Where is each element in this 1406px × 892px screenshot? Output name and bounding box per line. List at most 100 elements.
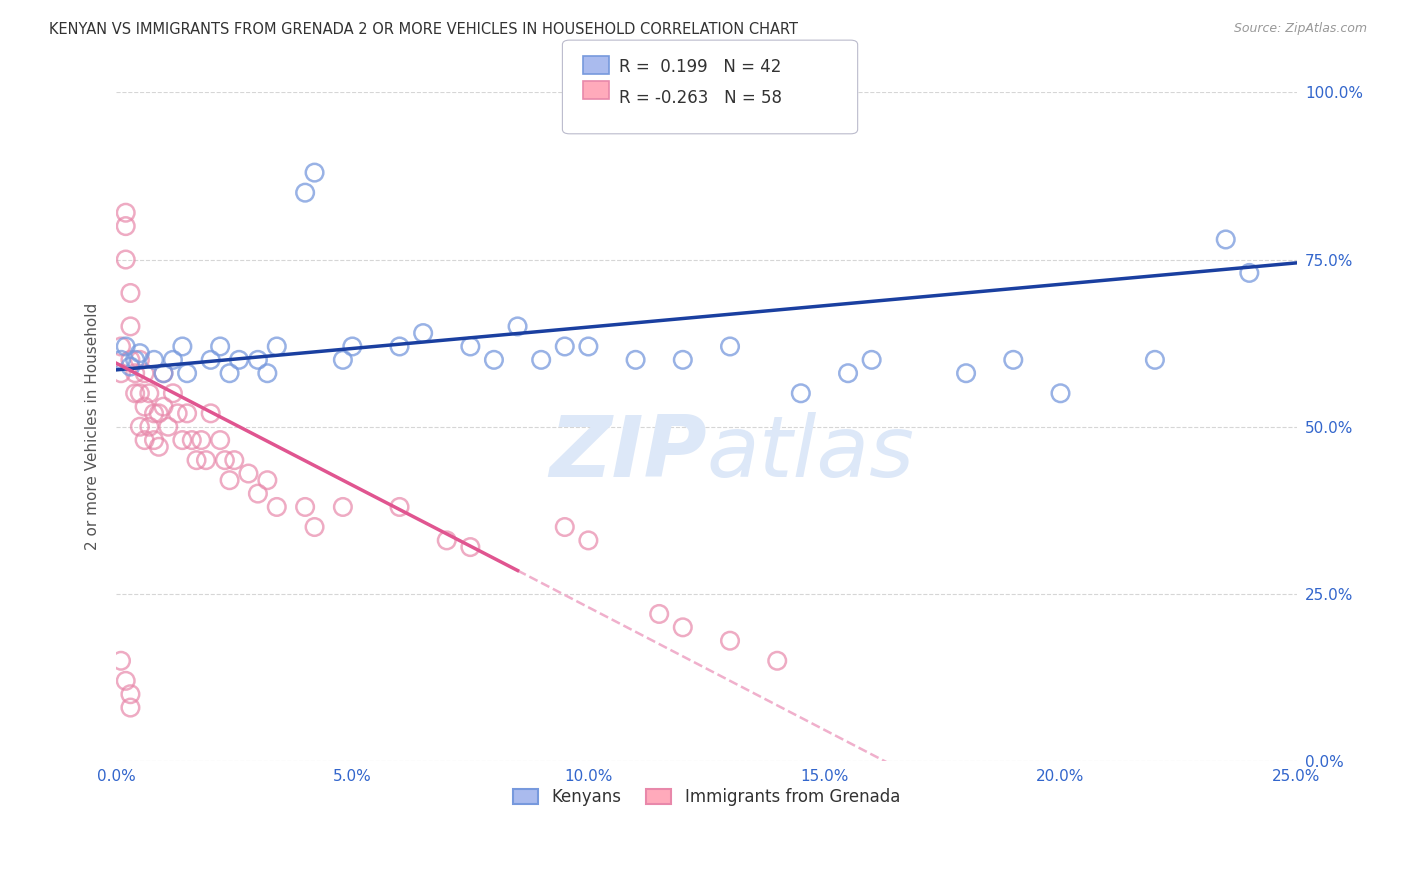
- Point: [186, 453, 208, 467]
- Text: R =  0.199   N = 42: R = 0.199 N = 42: [619, 58, 780, 76]
- Point: [460, 339, 482, 353]
- Point: [134, 366, 156, 380]
- Point: [482, 352, 505, 367]
- Point: [128, 386, 150, 401]
- Point: [342, 339, 364, 353]
- Point: [120, 700, 142, 714]
- Point: [143, 352, 166, 367]
- Point: [110, 654, 132, 668]
- Text: atlas: atlas: [706, 412, 914, 495]
- Point: [388, 500, 411, 514]
- Point: [790, 386, 813, 401]
- Point: [266, 339, 288, 353]
- Point: [218, 473, 240, 487]
- Point: [955, 366, 977, 380]
- Point: [1239, 266, 1261, 280]
- Point: [412, 326, 434, 340]
- Point: [120, 319, 142, 334]
- Point: [304, 166, 326, 180]
- Point: [1002, 352, 1025, 367]
- Point: [143, 433, 166, 447]
- Point: [238, 467, 260, 481]
- Point: [224, 453, 246, 467]
- Text: Source: ZipAtlas.com: Source: ZipAtlas.com: [1233, 22, 1367, 36]
- Point: [294, 186, 316, 200]
- Text: ZIP: ZIP: [548, 412, 706, 495]
- Point: [718, 339, 741, 353]
- Point: [134, 400, 156, 414]
- Point: [530, 352, 553, 367]
- Point: [256, 366, 278, 380]
- Point: [110, 352, 132, 367]
- Point: [1049, 386, 1071, 401]
- Point: [1143, 352, 1166, 367]
- Point: [209, 339, 232, 353]
- Point: [388, 339, 411, 353]
- Y-axis label: 2 or more Vehicles in Household: 2 or more Vehicles in Household: [86, 303, 100, 550]
- Point: [148, 440, 170, 454]
- Point: [190, 433, 212, 447]
- Point: [332, 352, 354, 367]
- Point: [114, 673, 136, 688]
- Point: [120, 285, 142, 300]
- Point: [124, 352, 146, 367]
- Point: [128, 346, 150, 360]
- Point: [143, 406, 166, 420]
- Point: [460, 540, 482, 554]
- Point: [200, 406, 222, 420]
- Point: [166, 406, 188, 420]
- Point: [120, 687, 142, 701]
- Point: [214, 453, 236, 467]
- Point: [110, 366, 132, 380]
- Point: [576, 339, 599, 353]
- Point: [157, 419, 180, 434]
- Point: [162, 386, 184, 401]
- Point: [554, 520, 576, 534]
- Point: [114, 252, 136, 267]
- Point: [294, 500, 316, 514]
- Point: [766, 654, 789, 668]
- Point: [304, 520, 326, 534]
- Point: [180, 433, 202, 447]
- Point: [114, 219, 136, 233]
- Point: [624, 352, 647, 367]
- Point: [134, 433, 156, 447]
- Point: [114, 205, 136, 219]
- Point: [672, 620, 695, 634]
- Point: [114, 339, 136, 353]
- Point: [172, 339, 194, 353]
- Point: [162, 352, 184, 367]
- Text: R = -0.263   N = 58: R = -0.263 N = 58: [619, 89, 782, 107]
- Point: [138, 419, 160, 434]
- Point: [506, 319, 529, 334]
- Point: [128, 419, 150, 434]
- Point: [209, 433, 232, 447]
- Point: [332, 500, 354, 514]
- Point: [124, 386, 146, 401]
- Point: [648, 607, 671, 621]
- Point: [266, 500, 288, 514]
- Point: [176, 406, 198, 420]
- Point: [152, 366, 174, 380]
- Point: [128, 352, 150, 367]
- Point: [860, 352, 883, 367]
- Point: [138, 386, 160, 401]
- Point: [124, 366, 146, 380]
- Point: [837, 366, 859, 380]
- Point: [1215, 232, 1237, 246]
- Point: [554, 339, 576, 353]
- Legend: Kenyans, Immigrants from Grenada: Kenyans, Immigrants from Grenada: [506, 781, 907, 813]
- Point: [576, 533, 599, 548]
- Point: [110, 339, 132, 353]
- Point: [176, 366, 198, 380]
- Point: [148, 406, 170, 420]
- Point: [672, 352, 695, 367]
- Point: [152, 400, 174, 414]
- Point: [152, 366, 174, 380]
- Point: [120, 352, 142, 367]
- Point: [436, 533, 458, 548]
- Point: [246, 352, 269, 367]
- Point: [172, 433, 194, 447]
- Point: [120, 359, 142, 374]
- Point: [246, 486, 269, 500]
